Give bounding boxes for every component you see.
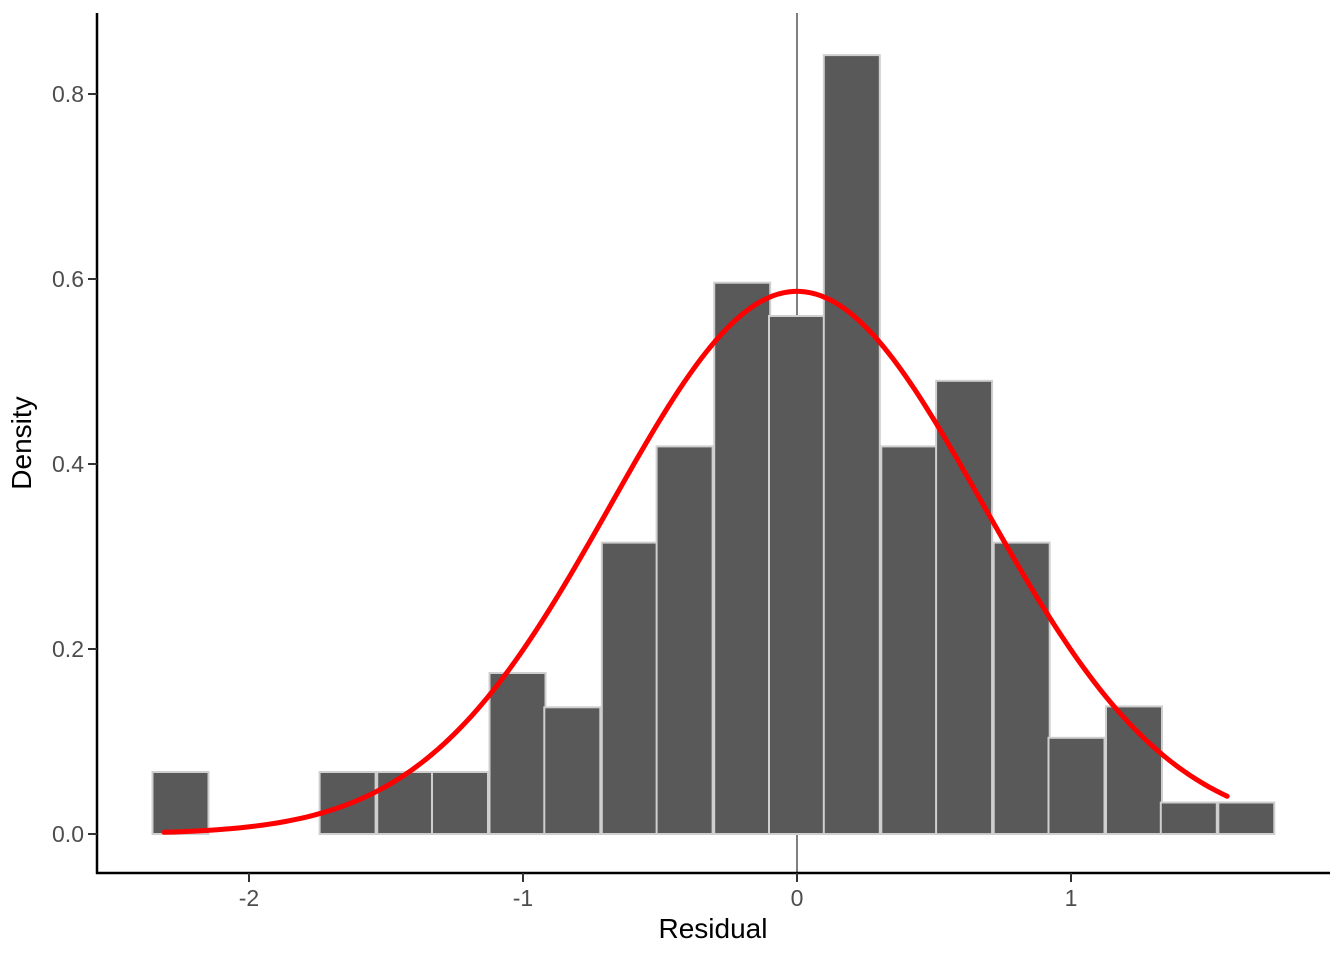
histogram-bar [376,771,435,835]
histogram-bar [992,541,1051,835]
histogram-bars-layer [151,54,1276,836]
histogram-bar [713,281,772,835]
y-axis-tick-label: 0.0 [52,821,84,847]
y-axis-tick-label: 0.6 [52,266,84,292]
histogram-bar [488,672,547,835]
y-axis-tick-label: 0.2 [52,636,84,662]
histogram-bar [543,706,602,835]
histogram-bar [151,771,210,835]
histogram-bar [880,445,939,835]
y-axis-tick-label: 0.8 [52,81,84,107]
normal-density-curve [161,288,1230,835]
axes-layer [95,13,1330,875]
histogram-bar [935,379,994,836]
x-axis-tick-label: -1 [513,885,533,911]
histogram-bar [600,541,659,835]
y-axis-title: Density [6,396,37,489]
ticks-layer: -2 -1 0 1 0.0 0.2 0.4 0.6 0.8 [52,81,1077,911]
density-curve-layer [161,288,1230,835]
histogram-bar [822,54,881,836]
histogram-bar [1047,736,1106,835]
histogram-bar [431,771,489,835]
histogram-bar [1159,801,1218,835]
x-axis-tick-label: -2 [239,885,259,911]
histogram-bar [768,315,826,835]
histogram-bar [1217,801,1276,835]
x-axis-title: Residual [659,913,768,944]
histogram-bar [655,445,714,835]
x-axis-tick-label: 1 [1065,885,1078,911]
x-axis-tick-label: 0 [791,885,804,911]
y-axis-tick-label: 0.4 [52,451,84,477]
